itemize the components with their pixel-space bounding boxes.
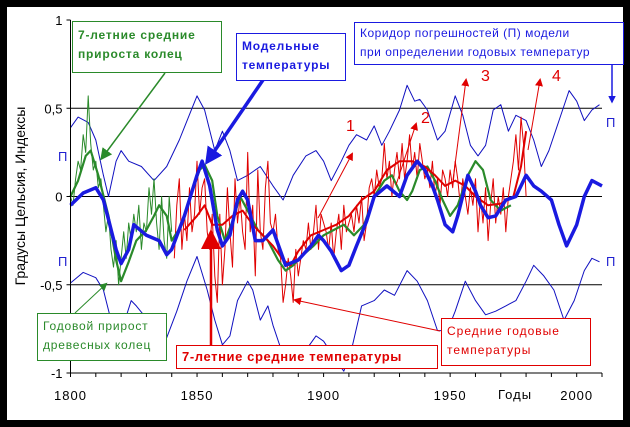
red-7yr-label: 7-летние средние температуры [182,349,402,364]
y-tick-label: -1 [51,366,63,381]
label-3: 3 [481,68,490,85]
green-7yr-label-line2: прироста колец [78,47,183,61]
corridor-label-line1: Коридор погрешностей (П) модели [360,26,570,40]
green-annual-legend-box: Годовой прирост древесных колец [37,313,167,361]
corridor-marker-lower-left: П [58,254,68,269]
label-1: 1 [346,118,355,135]
x-tick-label: 1850 [181,388,214,403]
arrow-1 [317,152,353,219]
x-tick-label: 1800 [54,388,87,403]
corridor-marker-lower-right: П [606,254,616,269]
series-line-4 [69,149,512,283]
x-tick-label: 1950 [434,388,467,403]
label-2: 2 [421,110,430,127]
x-axis-title: Годы [498,387,533,402]
x-tick-label: 2000 [560,388,593,403]
series-line-2 [70,95,173,286]
red-annual-label-line2: температуры [447,343,532,357]
red-annual-arrow [293,297,441,332]
y-tick-label: 1 [55,13,62,28]
corridor-label-line2: при определении годовых температур [360,45,591,59]
arrow-4 [527,78,543,151]
series-line-6 [69,159,603,273]
green-7yr-arrow [100,72,166,161]
y-tick-label: 0,5 [44,101,62,116]
series-line-0 [70,84,600,201]
series-line-3 [173,116,527,303]
green-annual-arrow [74,282,108,314]
y-axis-title: Градусы Цельсия, Индексы [12,106,28,286]
label-4: 4 [552,68,561,85]
red-annual-legend-box: Средние годовые температуры [441,318,591,366]
green-annual-label-line1: Годовой прирост [43,319,149,333]
model-label-line2: температуры [242,58,331,72]
green-7yr-label-line1: 7-летние средние [78,28,196,42]
red-7yr-legend-box: 7-летние средние температуры [176,345,438,369]
corridor-marker-upper-left: П [58,149,68,164]
green-annual-label-line2: древесных колец [43,338,152,352]
x-tick-label: 1900 [307,388,340,403]
corridor-legend-box: Коридор погрешностей (П) модели при опре… [354,22,624,65]
green-7yr-legend-box: 7-летние средние прироста колец [72,21,222,73]
arrow-2 [395,122,418,186]
model-legend-box: Модельные температуры [236,33,346,81]
y-tick-label: 0 [55,190,62,205]
model-arrow [205,79,265,165]
model-label-line1: Модельные [242,39,320,53]
y-tick-label: -0,5 [40,278,62,293]
red-annual-label-line1: Средние годовые [447,324,560,338]
arrow-3 [452,78,470,181]
corridor-marker-upper-right: П [606,115,616,130]
